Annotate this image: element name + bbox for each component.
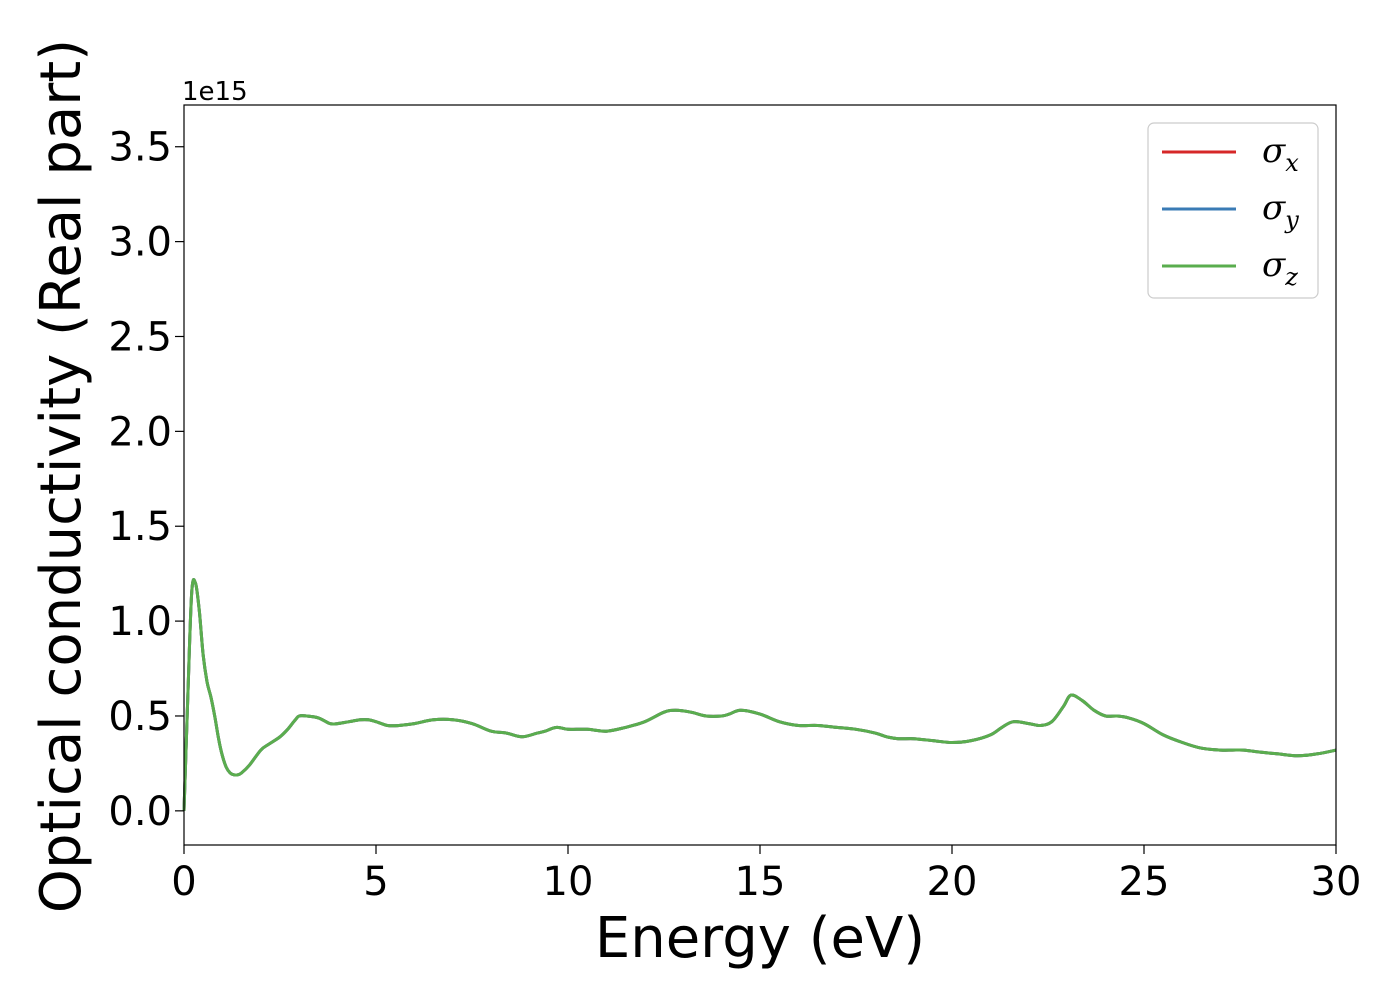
x-axis: 0 5 10 15 20 25 30	[171, 845, 1361, 905]
y-tick-label: 3.0	[108, 220, 172, 266]
y-tick-label: 1.5	[108, 504, 172, 550]
x-tick-label: 20	[927, 859, 978, 905]
x-tick-label: 0	[171, 859, 196, 905]
x-tick-label: 5	[363, 859, 388, 905]
legend-label-sigma-y: σy	[1262, 188, 1299, 234]
legend: σx σy σz	[1147, 122, 1319, 299]
x-tick-label: 30	[1311, 859, 1362, 905]
series-line-sigma-z	[182, 578, 1337, 811]
y-tick-label: 1.0	[108, 599, 172, 645]
x-tick-label: 25	[1119, 859, 1170, 905]
y-tick-label: 2.0	[108, 409, 172, 455]
legend-label-sigma-x: σx	[1262, 131, 1299, 177]
x-tick-label: 15	[735, 859, 786, 905]
series-curves	[182, 578, 1337, 811]
y-axis: 0.0 0.5 1.0 1.5 2.0 2.5 3.0 3.5	[108, 125, 184, 835]
legend-label-sigma-z: σz	[1262, 245, 1298, 291]
y-tick-label: 3.5	[108, 125, 172, 171]
x-tick-label: 10	[543, 859, 594, 905]
y-tick-label: 0.5	[108, 694, 172, 740]
y-offset-label: 1e15	[182, 77, 248, 107]
y-tick-label: 2.5	[108, 314, 172, 360]
y-axis-label: Optical conductivity (Real part)	[29, 39, 94, 913]
y-tick-label: 0.0	[108, 789, 172, 835]
x-axis-label: Energy (eV)	[595, 906, 925, 971]
